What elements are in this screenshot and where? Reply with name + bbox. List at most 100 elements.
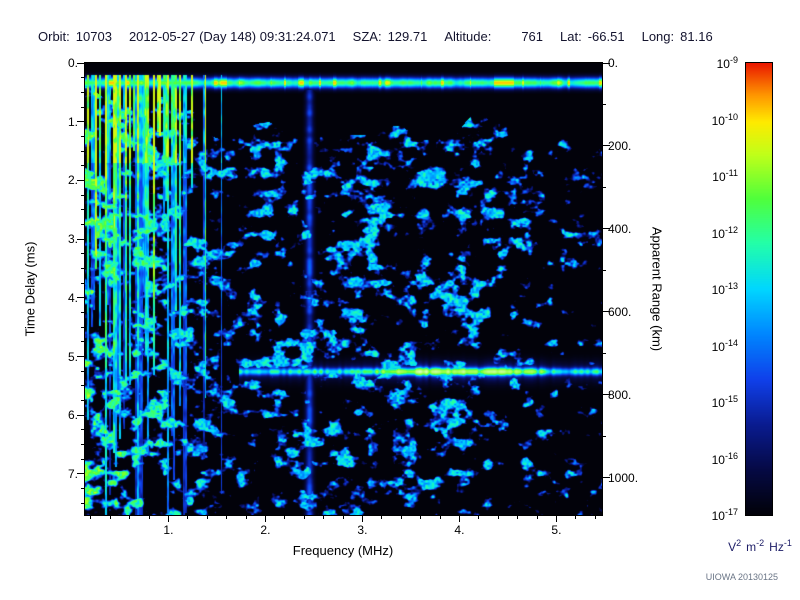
- y-left-tick-label: 5.: [67, 349, 78, 364]
- tick-mark: [458, 516, 460, 522]
- right-axis-title: Apparent Range (km): [649, 226, 665, 352]
- tick-mark: [81, 429, 84, 431]
- tick-mark: [77, 121, 84, 123]
- tick-mark: [81, 267, 84, 269]
- colorbar: [745, 62, 773, 516]
- datetime-field: 2012-05-27 (Day 148) 09:31:24.071: [129, 29, 336, 44]
- colorbar-tick-label: 10-15: [711, 394, 738, 410]
- colorbar-tick-label: 10-9: [716, 55, 738, 71]
- y-left-tick-label: 3.: [67, 232, 78, 247]
- tick-mark: [81, 253, 84, 255]
- colorbar-unit: V2 m-2 Hz-1: [700, 538, 800, 554]
- colorbar-tick-label: 10-11: [712, 168, 738, 184]
- y-right-tick-label: 1000.: [608, 470, 639, 485]
- tick-mark: [81, 150, 84, 152]
- tick-mark: [81, 106, 84, 108]
- tick-mark: [497, 516, 499, 519]
- tick-mark: [536, 516, 538, 519]
- tick-mark: [603, 228, 610, 230]
- unit-part: m-2: [746, 538, 765, 554]
- tick-mark: [361, 516, 363, 522]
- colorbar-tick-label: 10-13: [711, 281, 738, 297]
- lat-field: Lat: -66.51: [560, 29, 625, 44]
- datetime-value: 2012-05-27 (Day 148) 09:31:24.071: [128, 29, 336, 44]
- tick-mark: [603, 103, 606, 105]
- y-right-tick-label: 0.: [608, 56, 619, 70]
- x-tick-label: 2.: [260, 523, 271, 537]
- tick-mark: [603, 186, 606, 188]
- y-right-tick-label: 400.: [608, 221, 632, 236]
- altitude-label: Altitude:: [444, 29, 492, 44]
- y-left-tick-label: 4.: [67, 290, 78, 305]
- tick-mark: [439, 516, 441, 519]
- tick-mark: [303, 516, 305, 519]
- colorbar-tick-label: 10-16: [711, 450, 738, 467]
- tick-mark: [603, 269, 606, 271]
- colorbar-tick-label: 10-14: [711, 337, 738, 354]
- sza-field: SZA: 129.71: [353, 29, 428, 44]
- x-axis-title: Frequency (MHz): [292, 543, 394, 558]
- y-left-tick-label: 2.: [67, 173, 78, 188]
- tick-mark: [77, 356, 84, 357]
- y-left-tick-label: 1.: [67, 114, 78, 129]
- long-label: Long:: [641, 29, 675, 44]
- long-field: Long: 81.16: [642, 29, 713, 44]
- long-value: 81.16: [680, 29, 713, 44]
- orbit-value: 10703: [75, 29, 112, 44]
- tick-mark: [129, 516, 131, 519]
- unit-part: Hz-1: [769, 538, 792, 554]
- tick-mark: [109, 516, 111, 519]
- tick-mark: [594, 516, 596, 519]
- tick-mark: [81, 488, 84, 490]
- tick-mark: [77, 414, 84, 416]
- y-right-tick-label: 600.: [608, 304, 632, 319]
- tick-mark: [148, 516, 150, 519]
- tick-mark: [478, 516, 480, 519]
- y-left-tick-label: 6.: [67, 408, 78, 423]
- orbit-field: Orbit: 10703: [38, 29, 112, 44]
- tick-mark: [81, 370, 84, 372]
- sza-label: SZA:: [352, 29, 382, 44]
- tick-mark: [603, 477, 610, 479]
- orbit-label: Orbit:: [38, 29, 70, 44]
- tick-mark: [81, 77, 84, 79]
- tick-mark: [420, 516, 422, 519]
- x-tick-label: 5.: [551, 523, 562, 537]
- tick-mark: [603, 62, 610, 64]
- watermark: UIOWA 20130125: [705, 572, 778, 582]
- tick-mark: [90, 516, 92, 519]
- colorbar-gradient: [746, 63, 772, 515]
- tick-mark: [77, 297, 84, 299]
- tick-mark: [603, 394, 610, 396]
- tick-mark: [603, 145, 610, 147]
- y-right-tick-label: 800.: [608, 387, 632, 402]
- y-right-tick-label: 200.: [608, 138, 632, 153]
- tick-mark: [284, 516, 286, 519]
- tick-mark: [81, 194, 84, 196]
- y-left-tick-label: 0.: [67, 56, 78, 70]
- x-tick-label: 4.: [454, 523, 465, 537]
- tick-mark: [77, 179, 84, 181]
- tick-mark: [245, 516, 247, 519]
- tick-mark: [323, 516, 325, 519]
- tick-mark: [167, 516, 169, 522]
- altitude-field: Altitude: 761: [444, 29, 543, 44]
- tick-mark: [77, 238, 84, 240]
- spectrogram-canvas: [85, 63, 602, 515]
- tick-mark: [81, 326, 84, 328]
- tick-mark: [400, 516, 402, 519]
- tick-mark: [206, 516, 208, 519]
- colorbar-tick-label: 10-10: [711, 111, 738, 128]
- tick-mark: [81, 458, 84, 460]
- tick-mark: [603, 435, 606, 437]
- tick-mark: [81, 341, 84, 343]
- tick-mark: [555, 516, 557, 522]
- tick-mark: [81, 91, 84, 93]
- tick-mark: [81, 502, 84, 504]
- header-info: Orbit: 10703 2012-05-27 (Day 148) 09:31:…: [38, 29, 713, 44]
- unit-part: V2: [728, 538, 742, 554]
- y-left-tick-label: 7.: [67, 466, 78, 481]
- colorbar-tick-label: 10-17: [711, 507, 738, 523]
- tick-mark: [381, 516, 383, 519]
